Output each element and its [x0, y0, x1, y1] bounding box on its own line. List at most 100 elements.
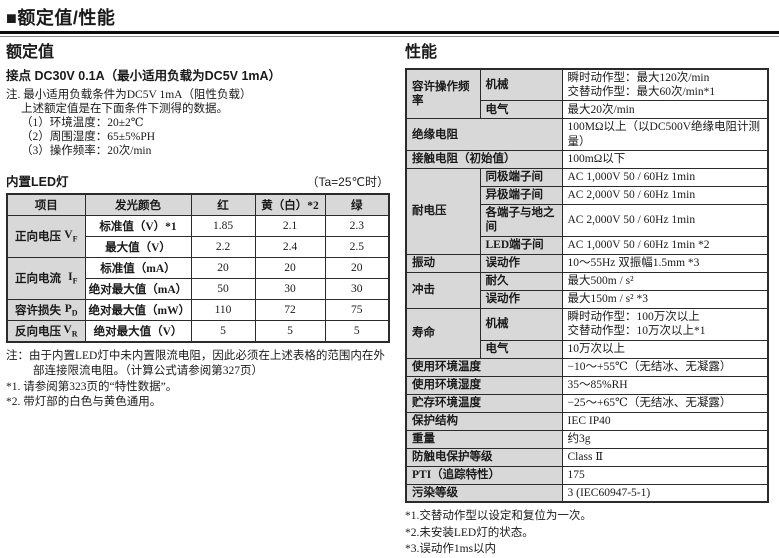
performance-row: 污染等级 3 (IEC60947-5-1)	[405, 483, 769, 503]
ratings-note-line2: 上述额定值是在下面条件下测得的数据。	[21, 102, 228, 115]
performance-item-label: PTI（追踪特性）	[405, 465, 563, 485]
item-symbol: VF	[64, 229, 78, 244]
performance-item-label: 振动	[405, 253, 481, 273]
led-value-cell: 50	[190, 277, 256, 300]
performance-sub-label: 误动作	[479, 289, 563, 309]
performance-sub-label: 机械	[479, 68, 563, 102]
performance-row: 重量 约3g	[405, 429, 769, 449]
led-value-cell: 2.1	[254, 214, 326, 237]
led-value-cell: 20	[190, 256, 256, 279]
item-symbol-subscript: D	[71, 307, 78, 317]
led-value-cell: 2.3	[324, 214, 390, 237]
performance-row: 各端子与地之间 AC 2,000V 50 / 60Hz 1min	[406, 204, 769, 237]
performance-row: 冲击 耐久 最大500m / s²	[405, 271, 769, 309]
item-symbol-subscript: F	[72, 276, 78, 286]
performance-value-cell: 175	[561, 465, 769, 485]
performance-row: 使用环境湿度 35～85%RH	[405, 375, 769, 395]
ratings-note-line1: 注. 最小适用负载条件为DC5V 1mA（阻性负载）	[6, 88, 252, 101]
performance-item-label: 绝缘电阻	[405, 118, 563, 152]
led-item-label-inner: 容许损失 PD	[15, 302, 78, 318]
item-symbol: IF	[68, 271, 78, 286]
performance-sub-label: 同极端子间	[479, 168, 563, 188]
performance-item-label: 防触电保护等级	[405, 447, 563, 467]
value-line: 最大20次/min	[567, 103, 635, 116]
led-value-cell: 75	[324, 298, 390, 321]
led-table-caption: 内置LED灯 （Ta=25℃时）	[6, 171, 391, 190]
performance-sub-label: 异极端子间	[479, 186, 563, 206]
led-column-header: 黄（白）*2	[254, 193, 326, 216]
led-table-row: 正向电流 IF 标准值（mA） 20 20 20	[6, 256, 390, 300]
ratings-notes: 注. 最小适用负载条件为DC5V 1mA（阻性负载） 上述额定值是在下面条件下测…	[6, 88, 391, 158]
led-table-row: 最大值（V） 2.2 2.4 2.5	[7, 235, 390, 258]
performance-sub-label: 误动作	[479, 253, 563, 273]
led-value-cell: 20	[254, 256, 326, 279]
performance-value-cell: 最大20次/min	[561, 100, 769, 120]
item-symbol: VR	[63, 323, 78, 338]
led-table-title: 内置LED灯	[6, 174, 69, 189]
item-symbol-subscript: F	[72, 234, 78, 244]
performance-value-cell: 瞬时动作型：最大120次/min 交替动作型：最大60次/min*1	[561, 68, 769, 102]
led-value-cell: 72	[254, 298, 326, 321]
performance-value-cell: IEC IP40	[561, 411, 769, 431]
led-value-cell: 110	[190, 298, 256, 321]
value-line: 10～55Hz 双振幅1.5mm *3	[567, 257, 700, 270]
led-value-cell: 2.2	[190, 235, 256, 258]
performance-item-label: 冲击	[405, 271, 481, 309]
led-column-header: 发光颜色	[84, 193, 192, 216]
perf-footnote-2: *2.未安装LED灯的状态。	[405, 526, 534, 539]
content-columns: 额定值 接点 DC30V 0.1A（最小适用负载为DC5V 1mA） 注. 最小…	[0, 37, 779, 558]
value-line: 100MΩ以上（以DC500V绝缘电阻计测量）	[567, 121, 761, 148]
performance-row: LED端子间 AC 1,000V 50 / 60Hz 1min *2	[406, 235, 769, 255]
performance-item-label: 保护结构	[405, 411, 563, 431]
led-table-row: 正向电压 VF 标准值（V）*1 1.85 2.1 2.3	[6, 214, 390, 258]
performance-sub-label: 电气	[479, 100, 563, 120]
performance-row: PTI（追踪特性） 175	[405, 465, 769, 485]
performance-row: 误动作 最大150m / s² *3	[406, 289, 769, 309]
led-item-label-inner: 正向电压 VF	[15, 228, 78, 244]
performance-table: 容许操作频率 机械 瞬时动作型：最大120次/min 交替动作型：最大60次/min*…	[405, 67, 769, 504]
led-table-row: 反向电压 VR 绝对最大值（V） 5 5 5	[6, 319, 390, 343]
condition-temperature: （1）环境温度：20±2℃	[21, 116, 144, 129]
value-line: AC 1,000V 50 / 60Hz 1min *2	[567, 239, 710, 252]
performance-value-cell: 10万次以上	[561, 339, 769, 359]
performance-section: 性能 容许操作频率 机械 瞬时动作型：最大120次/min 交替动作型：最大60次/m…	[405, 44, 771, 558]
value-line: 3 (IEC60947-5-1)	[567, 486, 651, 499]
performance-item-label: 污染等级	[405, 483, 563, 503]
value-line: 瞬时动作型：100万次以上	[567, 310, 700, 323]
value-line: −10～+55℃（无结冰、无凝露）	[567, 360, 732, 373]
led-header-row: 项目 发光颜色红黄（白）*2 绿	[6, 193, 390, 216]
performance-item-label: 耐电压	[405, 168, 481, 255]
performance-value-cell: 最大500m / s²	[561, 271, 769, 291]
item-name: 正向电流	[15, 273, 61, 286]
performance-row: 振动 误动作 10～55Hz 双振幅1.5mm *3	[405, 253, 769, 273]
performance-item-label: 接触电阻（初始值）	[405, 150, 563, 170]
led-table-row: 绝对最大值（mA） 50 30 30	[7, 277, 390, 300]
led-value-cell: 5	[190, 319, 256, 343]
led-item-label: 容许损失 PD	[6, 298, 86, 321]
performance-row: 寿命 机械 瞬时动作型：100万次以上 交替动作型：10万次以上*1	[405, 307, 769, 359]
condition-frequency: （3）操作频率：20次/min	[21, 144, 152, 157]
led-item-label: 反向电压 VR	[6, 319, 86, 343]
value-line: 最大500m / s²	[567, 275, 634, 288]
value-line: 交替动作型：10万次以上*1	[567, 325, 706, 338]
item-name: 正向电压	[15, 231, 61, 244]
performance-row: 容许操作频率 机械 瞬时动作型：最大120次/min 交替动作型：最大60次/min*…	[405, 68, 769, 120]
performance-item-label: 使用环境湿度	[405, 375, 563, 395]
led-item-label: 正向电流 IF	[6, 256, 86, 300]
led-parameter-label: 绝对最大值（V）	[84, 319, 192, 343]
performance-value-cell: 100mΩ以下	[561, 150, 769, 170]
led-table-notes: 注：由于内置LED灯中未内置限流电阻，因此必须在上述表格的范围内在外部连接限流电…	[6, 349, 391, 411]
item-symbol: PD	[64, 302, 78, 317]
performance-row: 贮存环境温度 −25～+65℃（无结冰、无凝露）	[405, 393, 769, 413]
performance-row: 使用环境温度 −10～+55℃（无结冰、无凝露）	[405, 357, 769, 377]
value-line: 10万次以上	[567, 342, 626, 355]
led-parameter-label: 标准值（V）*1	[84, 214, 192, 237]
value-line: −25～+65℃（无结冰、无凝露）	[567, 396, 732, 409]
led-note: 注：由于内置LED灯中未内置限流电阻，因此必须在上述表格的范围内在外部连接限流电…	[6, 349, 385, 377]
performance-notes: *1.交替动作型以设定和复位为一次。 *2.未安装LED灯的状态。 *3.误动作…	[405, 508, 771, 558]
condition-humidity: （2）周围湿度：65±5%PH	[21, 130, 156, 143]
value-line: AC 1,000V 50 / 60Hz 1min	[567, 171, 696, 184]
performance-value-cell: 3 (IEC60947-5-1)	[561, 483, 769, 503]
performance-row: 保护结构 IEC IP40	[405, 411, 769, 431]
